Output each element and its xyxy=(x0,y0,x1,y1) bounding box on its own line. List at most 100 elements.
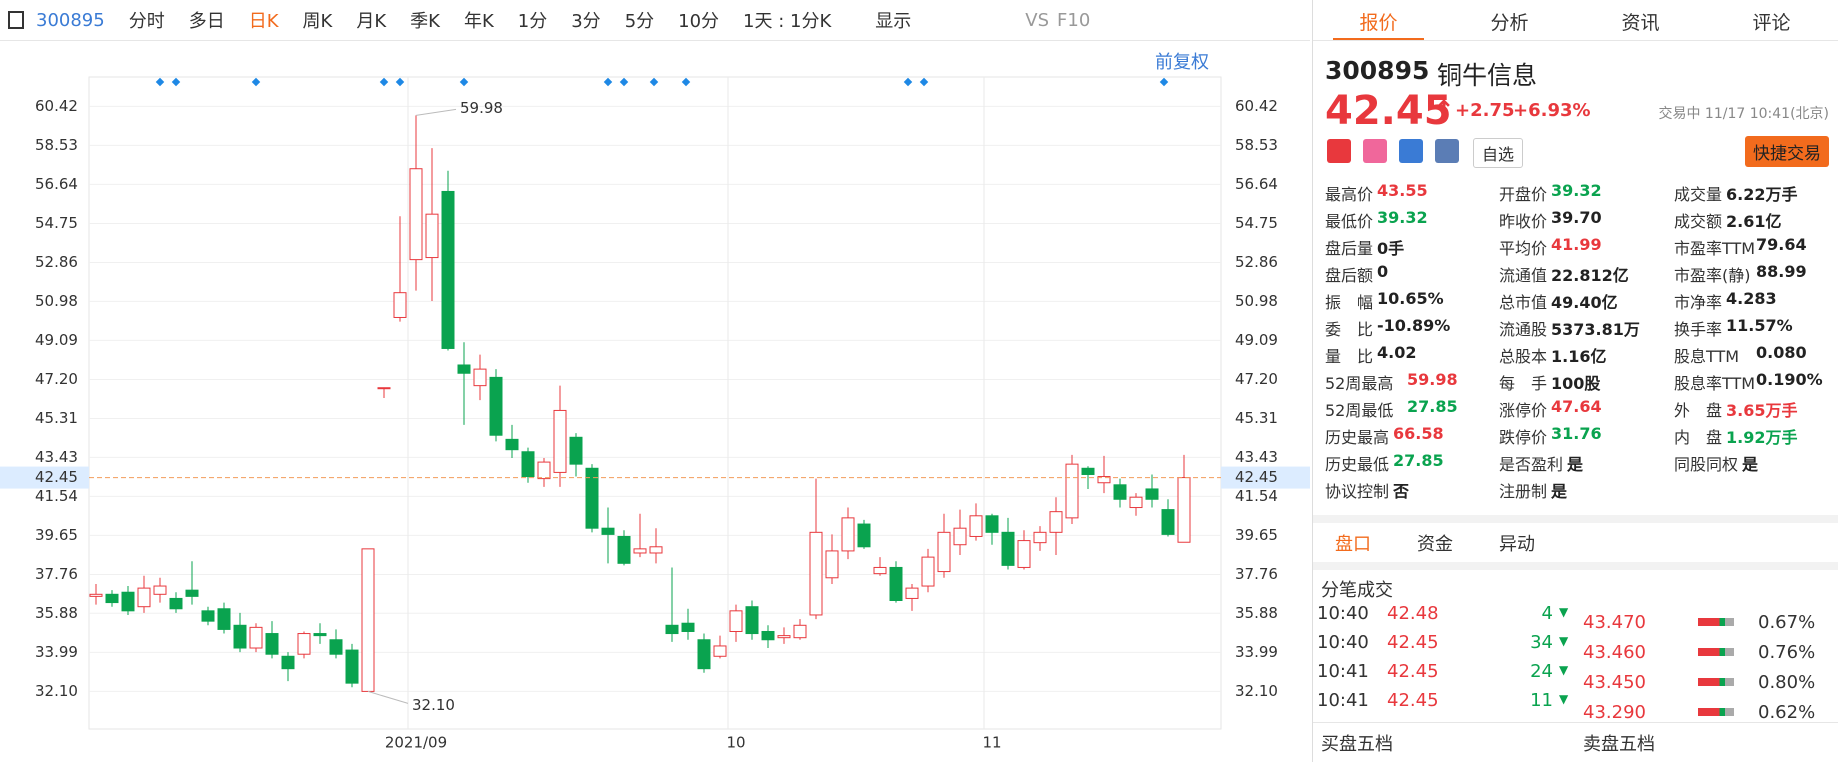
y2-tick-label: 54.75 xyxy=(1235,214,1278,232)
y2-tick-label: 49.09 xyxy=(1235,331,1278,349)
candle-body xyxy=(233,624,247,649)
quote-value: 0.080 xyxy=(1756,343,1807,362)
y-tick-label: 35.88 xyxy=(35,604,78,622)
quote-panel: 报价 分析 资讯 评论 300895 铜牛信息 42.45 ↑ +2.75 +6.93% 交易中 1… xyxy=(1312,0,1838,762)
quote-value: 是 xyxy=(1567,455,1584,474)
period-tab[interactable]: 年K xyxy=(463,11,494,32)
quote-value: 47.64 xyxy=(1551,397,1602,416)
f10-button[interactable]: F10 xyxy=(1057,9,1091,31)
display-menu[interactable]: 显示 xyxy=(875,11,912,32)
tag-icon[interactable] xyxy=(1363,139,1387,163)
panel-tab[interactable]: 资讯 xyxy=(1621,12,1660,34)
period-tab[interactable]: 季K xyxy=(410,11,440,32)
price: 42.45 xyxy=(1325,88,1452,134)
y-tick-label: 56.64 xyxy=(35,175,78,193)
tab-underline xyxy=(1333,38,1424,40)
level-price: 43.470 xyxy=(1583,612,1646,633)
panel-tab[interactable]: 评论 xyxy=(1752,12,1791,34)
candle-body xyxy=(889,566,903,602)
candle-body xyxy=(1033,531,1047,544)
trade-volume: 11 xyxy=(1530,690,1553,711)
period-tab[interactable]: 分时 xyxy=(128,11,165,32)
period-select[interactable]: 1天 : 1分K xyxy=(743,11,832,32)
watch-button[interactable]: 自选 xyxy=(1473,138,1524,168)
candle-body xyxy=(473,368,487,387)
tag-icon[interactable] xyxy=(1327,139,1351,163)
level-bar xyxy=(1698,708,1734,716)
trade-arrow: ▼ xyxy=(1559,605,1569,619)
trade-price: 42.45 xyxy=(1387,690,1439,711)
period-tab[interactable]: 日K xyxy=(248,11,279,32)
period-tab[interactable]: 5分 xyxy=(624,11,655,32)
chart: 60.42 60.42 58.53 58.53 56.64 56.64 54.75 54.75… xyxy=(0,76,1310,752)
level-bar xyxy=(1698,648,1734,656)
y2-tick-label: 32.10 xyxy=(1235,682,1278,700)
last-price-band-right xyxy=(1221,466,1310,489)
quote-label: 历史最高 xyxy=(1325,428,1390,447)
trade-volume: 24 xyxy=(1530,661,1553,682)
candle-body xyxy=(377,387,391,390)
candle-body xyxy=(633,548,647,554)
y-tick-label: 60.42 xyxy=(35,97,78,115)
sub-tab[interactable]: 异动 xyxy=(1499,534,1535,555)
candle-body xyxy=(441,190,455,349)
period-tab[interactable]: 1分 xyxy=(517,11,548,32)
y-tick-label: 47.20 xyxy=(35,370,78,388)
quote-label: 流通值 xyxy=(1499,266,1548,285)
stock-code[interactable]: 300895 xyxy=(36,9,105,31)
trade-button[interactable]: 快捷交易 xyxy=(1745,136,1829,167)
y-tick-label: 43.43 xyxy=(35,448,78,466)
period-tab[interactable]: 3分 xyxy=(571,11,601,32)
panel-tab[interactable]: 报价 xyxy=(1359,12,1398,34)
candle-body xyxy=(1113,484,1127,500)
quote-value: -10.89% xyxy=(1377,316,1451,335)
quote-label: 股息TTM xyxy=(1674,347,1740,366)
candle-body xyxy=(345,649,359,684)
candle-body xyxy=(505,438,519,451)
level-bar xyxy=(1698,618,1734,626)
candle-body xyxy=(713,645,727,657)
candle-body xyxy=(521,451,535,478)
trade-price: 42.48 xyxy=(1387,603,1439,624)
vs-button[interactable]: VS xyxy=(1025,9,1050,31)
y2-tick-label: 47.20 xyxy=(1235,370,1278,388)
quote-label: 盘后量 xyxy=(1325,239,1374,258)
quote-label: 市盈率(静) xyxy=(1674,266,1751,285)
period-tabs: 分时 多日 日K 周K 月K 季K 年K 1分 3分 5分 10分 xyxy=(129,7,743,33)
candle-body xyxy=(729,610,743,632)
y-tick-label: 49.09 xyxy=(35,331,78,349)
panel-tab[interactable]: 分析 xyxy=(1490,12,1529,34)
candle-body xyxy=(313,633,327,637)
quote-value: 2.61亿 xyxy=(1726,212,1782,231)
candle-body xyxy=(393,292,407,318)
trade-volume: 34 xyxy=(1530,632,1553,653)
quote-value: 39.32 xyxy=(1377,208,1428,227)
sub-tab[interactable]: 盘口 xyxy=(1335,534,1371,555)
candle-body xyxy=(1129,496,1143,509)
adjust-button[interactable]: 前复权 xyxy=(1155,52,1209,73)
period-tab[interactable]: 周K xyxy=(302,11,333,32)
period-tab[interactable]: 月K xyxy=(356,11,387,32)
min-label: 32.10 xyxy=(412,696,455,714)
level-price: 43.290 xyxy=(1583,702,1646,723)
quote-value: 27.85 xyxy=(1407,397,1458,416)
tag-icon[interactable] xyxy=(1435,139,1459,163)
quote-value: 27.85 xyxy=(1393,451,1444,470)
tag-icon[interactable] xyxy=(1399,139,1423,163)
y2-tick-label: 52.86 xyxy=(1235,253,1278,271)
y2-tick-label: 56.64 xyxy=(1235,175,1278,193)
candle-body xyxy=(649,546,663,554)
period-tab[interactable]: 多日 xyxy=(188,11,225,32)
quote-label: 盘后额 xyxy=(1325,266,1374,285)
y-tick-label: 33.99 xyxy=(35,643,78,661)
quote-label: 历史最低 xyxy=(1325,455,1390,474)
quote-label: 委 比 xyxy=(1325,320,1374,339)
sub-tab[interactable]: 资金 xyxy=(1417,534,1453,555)
period-tab[interactable]: 10分 xyxy=(678,11,720,32)
candle-body xyxy=(825,550,839,579)
quote-value: 4.283 xyxy=(1726,289,1777,308)
menu-icon[interactable] xyxy=(8,11,24,29)
y2-tick-label: 41.54 xyxy=(1235,487,1278,505)
quote-label: 涨停价 xyxy=(1499,401,1548,420)
